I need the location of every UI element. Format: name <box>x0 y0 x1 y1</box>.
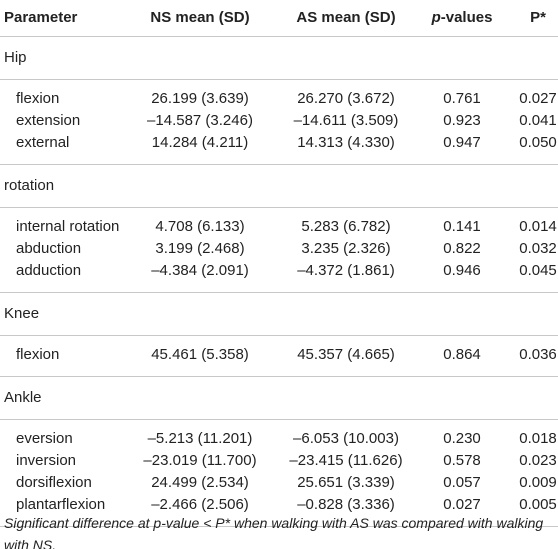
cell: –5.213 (11.201) <box>147 430 253 447</box>
column-header: NS mean (SD) <box>150 9 250 26</box>
section-title: Ankle <box>4 389 42 406</box>
row-divider <box>0 335 558 336</box>
cell: –14.611 (3.509) <box>293 112 399 129</box>
row-divider <box>0 79 558 80</box>
cell: 0.027 <box>443 496 481 513</box>
cell: 0.947 <box>443 134 481 151</box>
row-label: eversion <box>16 430 73 447</box>
row-label: adduction <box>16 262 82 279</box>
row-divider <box>0 292 558 293</box>
cell: 0.946 <box>443 262 481 279</box>
section-title: rotation <box>4 177 55 194</box>
cell: 45.461 (5.358) <box>151 346 249 363</box>
row-label: plantarflexion <box>16 496 106 513</box>
section-title: Knee <box>4 305 40 322</box>
row-label: flexion <box>16 346 60 363</box>
row-label: external <box>16 134 70 151</box>
cell: 0.005 <box>519 496 557 513</box>
row-divider <box>0 207 558 208</box>
row-divider <box>0 376 558 377</box>
row-label: internal rotation <box>16 218 120 235</box>
cell: 0.761 <box>443 90 481 107</box>
cell: –2.466 (2.506) <box>151 496 249 513</box>
cell: 24.499 (2.534) <box>151 474 249 491</box>
column-header: Parameter <box>4 9 78 26</box>
row-label: abduction <box>16 240 82 257</box>
cell: 0.014 <box>519 218 557 235</box>
cell: 0.057 <box>443 474 481 491</box>
column-header: p-values <box>431 9 493 26</box>
cell: 0.141 <box>443 218 481 235</box>
section-title: Hip <box>4 49 27 66</box>
row-divider <box>0 526 558 527</box>
cell: 0.230 <box>443 430 481 447</box>
cell: 0.822 <box>443 240 481 257</box>
cell: –14.587 (3.246) <box>147 112 253 129</box>
cell: 3.235 (2.326) <box>301 240 391 257</box>
cell: 3.199 (2.468) <box>155 240 245 257</box>
cell: 5.283 (6.782) <box>301 218 391 235</box>
cell: 45.357 (4.665) <box>297 346 395 363</box>
cell: –23.415 (11.626) <box>289 452 403 469</box>
cell: 0.032 <box>519 240 557 257</box>
cell: 0.864 <box>443 346 481 363</box>
footnote: Significant difference at p-value < P* w… <box>4 515 544 549</box>
cell: 0.023 <box>519 452 557 469</box>
cell: 25.651 (3.339) <box>297 474 395 491</box>
cell: 14.284 (4.211) <box>151 134 249 151</box>
row-label: extension <box>16 112 81 129</box>
row-label: dorsiflexion <box>16 474 92 491</box>
column-header: AS mean (SD) <box>296 9 396 26</box>
cell: 26.270 (3.672) <box>297 90 395 107</box>
cell: –4.384 (2.091) <box>151 262 249 279</box>
cell: 0.050 <box>519 134 557 151</box>
cell: 0.578 <box>443 452 481 469</box>
row-divider <box>0 419 558 420</box>
row-divider <box>0 164 558 165</box>
cell: 0.018 <box>519 430 557 447</box>
cell: 0.923 <box>443 112 481 129</box>
cell: 14.313 (4.330) <box>297 134 395 151</box>
row-label: inversion <box>16 452 77 469</box>
cell: –0.828 (3.336) <box>297 496 395 513</box>
row-label: flexion <box>16 90 60 107</box>
column-header: P* <box>530 9 546 26</box>
cell: 0.027 <box>519 90 557 107</box>
cell: 0.045 <box>519 262 557 279</box>
row-divider <box>0 36 558 37</box>
cell: –23.019 (11.700) <box>143 452 257 469</box>
cell: 26.199 (3.639) <box>151 90 249 107</box>
cell: 4.708 (6.133) <box>155 218 245 235</box>
cell: –4.372 (1.861) <box>297 262 395 279</box>
cell: –6.053 (10.003) <box>293 430 399 447</box>
cell: 0.036 <box>519 346 557 363</box>
cell: 0.009 <box>519 474 557 491</box>
cell: 0.041 <box>519 112 557 129</box>
